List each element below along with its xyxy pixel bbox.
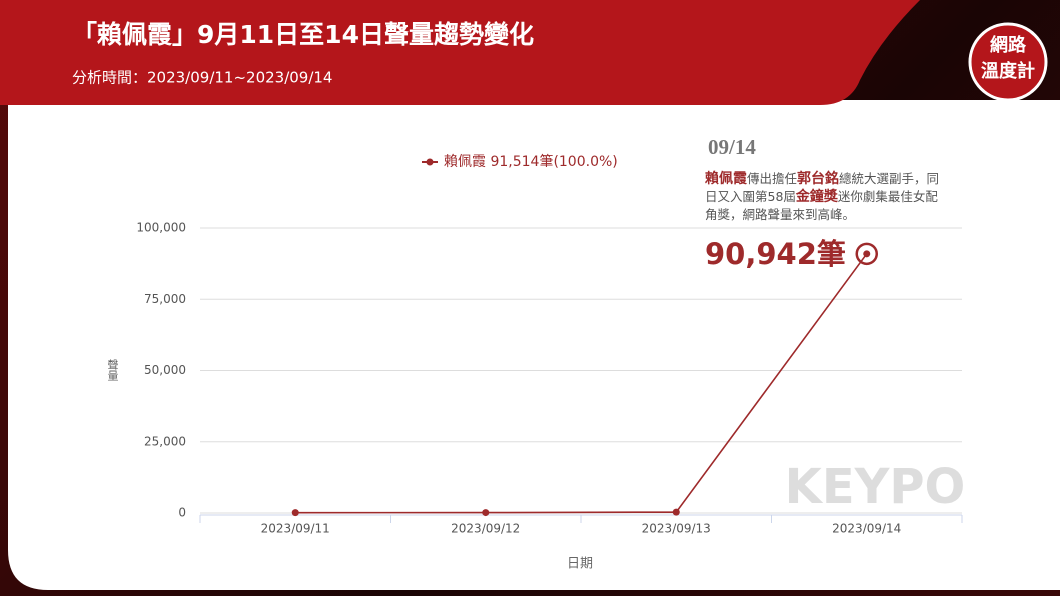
point <box>482 509 490 517</box>
point <box>863 250 871 258</box>
logo-text: 網路 <box>990 34 1027 56</box>
legend: 賴佩霞 91,514筆(100.0%) <box>422 154 618 170</box>
y-tick-label: 0 <box>178 506 186 520</box>
annotation-text: 迷你劇集最佳女配角獎，網路聲量來到高峰。 <box>705 189 938 222</box>
legend-detail: 91,514筆(100.0%) <box>490 154 617 170</box>
x-tick-label: 2023/09/13 <box>642 522 711 536</box>
y-axis-label: 聲量 <box>106 358 119 381</box>
annotation-text: 金鐘獎 <box>795 189 838 205</box>
y-tick-label: 50,000 <box>144 363 186 377</box>
x-tick-label: 2023/09/11 <box>261 522 330 536</box>
y-tick-label: 75,000 <box>144 292 186 306</box>
logo <box>968 22 1048 102</box>
title: 「賴佩霞」9月11日至14日聲量趨勢變化 <box>72 20 534 49</box>
legend-name: 賴佩霞 <box>444 154 486 170</box>
annotation-text: 郭台銘 <box>797 171 840 187</box>
annotation-text: 傳出擔任 <box>747 171 798 186</box>
x-axis-label: 日期 <box>567 557 593 572</box>
legend-marker <box>426 158 434 166</box>
header-band <box>0 0 920 105</box>
card <box>8 100 1060 590</box>
logo-text: 溫度計 <box>981 60 1035 82</box>
watermark: KEYPO <box>785 459 966 515</box>
point <box>672 508 680 516</box>
subtitle: 分析時間：2023/09/11~2023/09/14 <box>72 69 332 87</box>
line <box>295 253 868 514</box>
x-tick-label: 2023/09/14 <box>832 522 901 536</box>
x-tick-label: 2023/09/12 <box>451 522 520 536</box>
point <box>291 509 299 517</box>
y-tick-label: 25,000 <box>144 434 186 448</box>
y-tick-label: 100,000 <box>136 221 186 235</box>
highlight-ring <box>855 242 878 266</box>
annotation-text: 賴佩霞 <box>705 171 747 187</box>
value-label: 90,942筆 <box>705 237 846 271</box>
annotation: 賴佩霞傳出擔任郭台銘總統大選副手，同日又入圍第58屆金鐘獎迷你劇集最佳女配角獎，… <box>705 170 950 224</box>
legend-label: 賴佩霞 91,514筆(100.0%) <box>444 154 618 170</box>
annotation-text: 總統大選副手，同日又入圍第58屆 <box>705 171 940 204</box>
annotation-date: 09/14 <box>708 135 756 159</box>
